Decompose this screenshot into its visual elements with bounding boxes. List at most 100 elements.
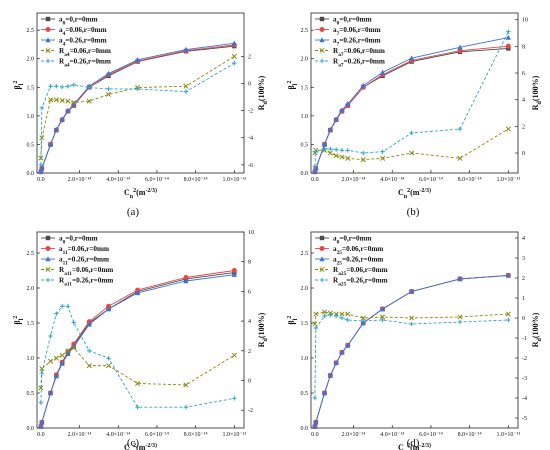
- y-tick-label: 2.5: [301, 28, 309, 34]
- x-tick-label: 4.0×10⁻¹⁴: [380, 177, 404, 183]
- y2-tick-label: 2: [522, 124, 525, 130]
- x-tick-label: 2.0×10⁻¹⁴: [342, 432, 366, 438]
- y2-tick-label: 4: [522, 98, 525, 104]
- legend-label: a0=0,r=0mm: [59, 235, 98, 246]
- data-point: [135, 380, 141, 387]
- legend-label: Ra7=0.26,r=0mm: [333, 58, 385, 69]
- legend-label: a0=0,r=0mm: [333, 16, 372, 27]
- series-line: [314, 128, 509, 161]
- legend-label: Ra25=0.26,r=0mm: [333, 277, 388, 288]
- legend-label: a25=0.26,r=0mm: [333, 256, 383, 267]
- data-point: [59, 116, 65, 122]
- data-point: [321, 141, 328, 147]
- y-axis-label: βl2: [287, 316, 299, 325]
- data-point: [505, 311, 511, 317]
- y2-tick-label: 4: [522, 236, 525, 242]
- x-axis-label: Cn2(m-2/3): [398, 187, 431, 200]
- y-tick-label: 2.5: [301, 251, 309, 257]
- legend: a0=0,r=0mma7=0.06,r=0mma7=0.26,r=0mmRa7=…: [315, 16, 385, 69]
- data-point: [505, 272, 511, 278]
- panel-1: 0.0 2.0×10⁻¹⁴ 4.0×10⁻¹⁴ 6.0×10⁻¹⁴ 8.0×10⁻¹⁴ 1…: [13, 12, 269, 218]
- series-line: [40, 274, 235, 427]
- data-point: [506, 29, 511, 34]
- y2-tick-label: 4: [248, 319, 251, 325]
- series-line: [40, 347, 235, 388]
- y-tick-label: 2.0: [301, 286, 309, 292]
- legend-marker: [45, 266, 51, 273]
- y-tick-label: 1.5: [27, 321, 35, 327]
- data-point: [53, 126, 59, 132]
- y2-tick-label: 0: [522, 151, 525, 157]
- x-tick-label: 6.0×10⁻¹⁴: [145, 177, 169, 183]
- data-point: [321, 390, 328, 396]
- data-point: [333, 147, 339, 152]
- y2-tick-label: -2: [522, 356, 527, 362]
- data-point: [183, 275, 189, 280]
- x-tick-label: 8.0×10⁻¹⁴: [184, 432, 208, 438]
- y2-tick-label: 10: [522, 18, 528, 24]
- y2-tick-label: 2: [248, 54, 251, 60]
- data-point: [345, 311, 351, 317]
- x-tick-label: 1.0×10⁻¹³: [496, 177, 520, 183]
- data-point: [327, 372, 333, 378]
- legend-marker: [45, 235, 51, 241]
- panel-caption: (d): [407, 437, 420, 449]
- panel-2: 0.0 2.0×10⁻¹⁴ 4.0×10⁻¹⁴ 6.0×10⁻¹⁴ 8.0×10⁻¹⁴ 1…: [287, 12, 543, 218]
- y-axis-label: βl2: [13, 81, 25, 90]
- data-point: [71, 82, 76, 88]
- legend-marker: [45, 256, 51, 262]
- data-point: [312, 164, 318, 169]
- data-point: [505, 126, 511, 132]
- y-tick-label: 0.5: [27, 142, 35, 148]
- data-point: [313, 325, 319, 331]
- legend-marker: [319, 47, 325, 54]
- data-point: [38, 385, 44, 391]
- data-point: [65, 304, 71, 309]
- y2-axis-label: Rd(100%): [531, 312, 543, 347]
- y-tick-label: 1.0: [301, 114, 309, 120]
- data-point: [312, 321, 318, 327]
- series-line: [40, 56, 235, 159]
- y2-tick-label: 6: [522, 71, 525, 77]
- data-point: [48, 333, 53, 339]
- data-point: [327, 150, 333, 156]
- series-line: [314, 311, 509, 325]
- data-point: [345, 101, 351, 107]
- data-point: [39, 165, 45, 171]
- data-point: [506, 317, 511, 323]
- y-tick-label: 0.0: [27, 426, 35, 432]
- data-point: [71, 320, 76, 325]
- data-point: [380, 155, 386, 161]
- data-point: [47, 358, 54, 364]
- data-point: [333, 153, 339, 159]
- legend-marker: [45, 37, 51, 43]
- data-point: [106, 363, 112, 369]
- data-point: [135, 86, 140, 92]
- y-tick-label: 0.0: [27, 171, 35, 177]
- data-point: [457, 319, 463, 325]
- data-point: [65, 84, 71, 89]
- x-tick-label: 1.0×10⁻¹³: [496, 432, 520, 438]
- data-point: [409, 321, 414, 327]
- y2-tick-label: -2: [248, 408, 253, 414]
- y-tick-label: 1.5: [27, 85, 35, 91]
- data-point: [106, 356, 111, 361]
- data-point: [327, 126, 333, 132]
- x-tick-label: 2.0×10⁻¹⁴: [342, 177, 366, 183]
- x-tick-label: 6.0×10⁻¹⁴: [419, 177, 443, 183]
- data-point: [183, 46, 189, 52]
- data-point: [339, 315, 345, 321]
- data-point: [59, 360, 65, 366]
- data-point: [345, 148, 350, 153]
- legend: a0=0,r=0mma11=0.06,r=0mma11=0.26,r=0mmRa…: [41, 235, 113, 288]
- data-point: [47, 390, 54, 396]
- data-point: [86, 363, 92, 369]
- data-point: [339, 311, 345, 317]
- data-point: [39, 419, 45, 425]
- data-point: [361, 318, 366, 324]
- y2-tick-label: 10: [248, 230, 254, 236]
- y2-axis-label: Rd(100%): [257, 312, 269, 347]
- data-point: [328, 146, 333, 152]
- y2-tick-label: 2: [522, 276, 525, 282]
